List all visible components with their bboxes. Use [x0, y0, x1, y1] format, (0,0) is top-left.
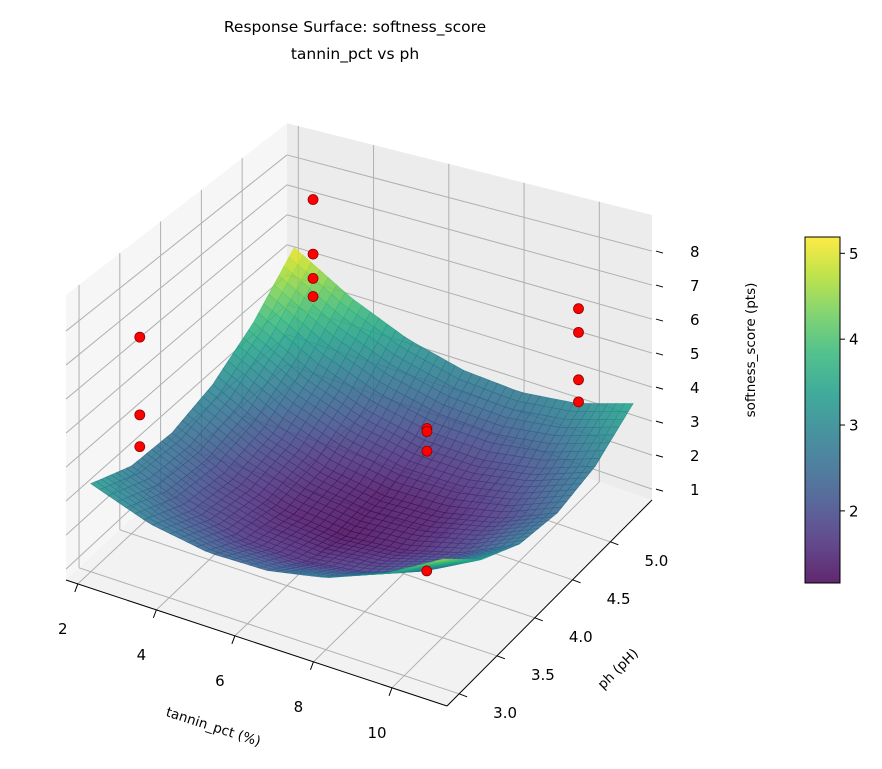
colorbar-tick-label: 4: [849, 331, 859, 349]
data-point: [134, 441, 146, 453]
data-point: [573, 396, 584, 408]
y-tick: [572, 579, 581, 584]
data-point: [573, 326, 584, 338]
z-tick: [655, 284, 664, 288]
data-point: [307, 248, 319, 260]
colorbar-tick-label: 2: [849, 502, 859, 520]
z-tick-label: 2: [690, 447, 700, 465]
data-point: [307, 272, 319, 284]
left-gridline: [65, 154, 288, 332]
x-tick: [388, 687, 393, 696]
data-point: [307, 194, 319, 205]
x-tick: [231, 635, 236, 645]
data-point: [573, 303, 584, 315]
x-tick-label: 10: [367, 724, 386, 742]
data-point: [573, 374, 584, 386]
back-gridline: [286, 274, 653, 388]
floor-gridline: [391, 481, 600, 689]
back-gridline: [286, 214, 653, 320]
data-point: [307, 291, 319, 302]
chart-subtitle: tannin_pct vs ph: [291, 45, 419, 64]
chart-title: Response Surface: softness_score: [224, 18, 486, 37]
x-tick-label: 6: [215, 672, 225, 690]
y-tick: [534, 617, 543, 622]
colorbar-tick-label: 5: [849, 245, 859, 263]
x-axis-line: [65, 579, 448, 707]
z-tick-label: 3: [690, 413, 700, 431]
back-gridline: [286, 184, 653, 286]
z-tick: [655, 250, 664, 254]
z-tick-label: 4: [690, 379, 700, 397]
y-axis-label: ph (pH): [595, 646, 642, 693]
y-tick-label: 3.0: [493, 704, 517, 722]
floor-gridline: [78, 567, 460, 695]
y-tick-label: 4.0: [569, 628, 593, 646]
z-tick-label: 6: [690, 311, 700, 329]
y-tick: [610, 541, 619, 546]
data-point: [421, 445, 433, 457]
left-pane: [66, 123, 287, 580]
colorbar-tick-label: 3: [849, 417, 859, 435]
colorbar: [804, 236, 841, 584]
z-tick: [655, 386, 664, 390]
z-tick-label: 7: [690, 277, 700, 295]
z-axis-label: softness_score (pts): [743, 283, 759, 418]
left-gridline: [65, 274, 288, 468]
y-axis-line: [446, 499, 653, 707]
x-tick-label: 2: [58, 620, 68, 638]
x-tick: [309, 661, 314, 671]
x-tick-label: 8: [294, 698, 304, 716]
left-gridline: [65, 184, 288, 366]
x-tick-label: 4: [137, 646, 147, 664]
surface-mesh: [90, 247, 634, 578]
z-tick-label: 1: [690, 481, 700, 499]
back-gridline: [286, 244, 653, 354]
floor-gridline: [119, 529, 498, 657]
y-tick: [458, 693, 468, 698]
z-tick: [655, 352, 664, 356]
colorbar-ticks: 2 3 4 5: [840, 245, 859, 520]
data-point: [134, 409, 146, 421]
y-tick: [496, 655, 506, 660]
x-tick: [152, 609, 157, 619]
left-gridline: [65, 214, 288, 400]
z-tick-label: 8: [690, 243, 700, 261]
y-tick-label: 3.5: [531, 666, 555, 684]
z-tick: [655, 454, 664, 458]
z-tick: [655, 318, 664, 322]
data-point: [421, 565, 433, 577]
left-gridline: [65, 244, 288, 434]
z-tick: [655, 420, 664, 424]
y-tick-label: 5.0: [644, 552, 668, 570]
axes: 2 4 6 8 10 3.0 3.5 4.0 4.5 5.0 1 2 3 4 5 6 7 8: [58, 243, 700, 742]
z-tick: [655, 488, 664, 492]
data-point: [421, 426, 433, 437]
x-tick: [74, 583, 79, 593]
observed-points: [134, 194, 584, 577]
y-tick-label: 4.5: [607, 590, 631, 608]
x-axis-label: tannin_pct (%): [164, 704, 263, 750]
surface-patch: [434, 558, 449, 562]
z-tick-label: 5: [690, 345, 700, 363]
back-gridline: [286, 154, 653, 252]
data-point: [134, 331, 146, 343]
